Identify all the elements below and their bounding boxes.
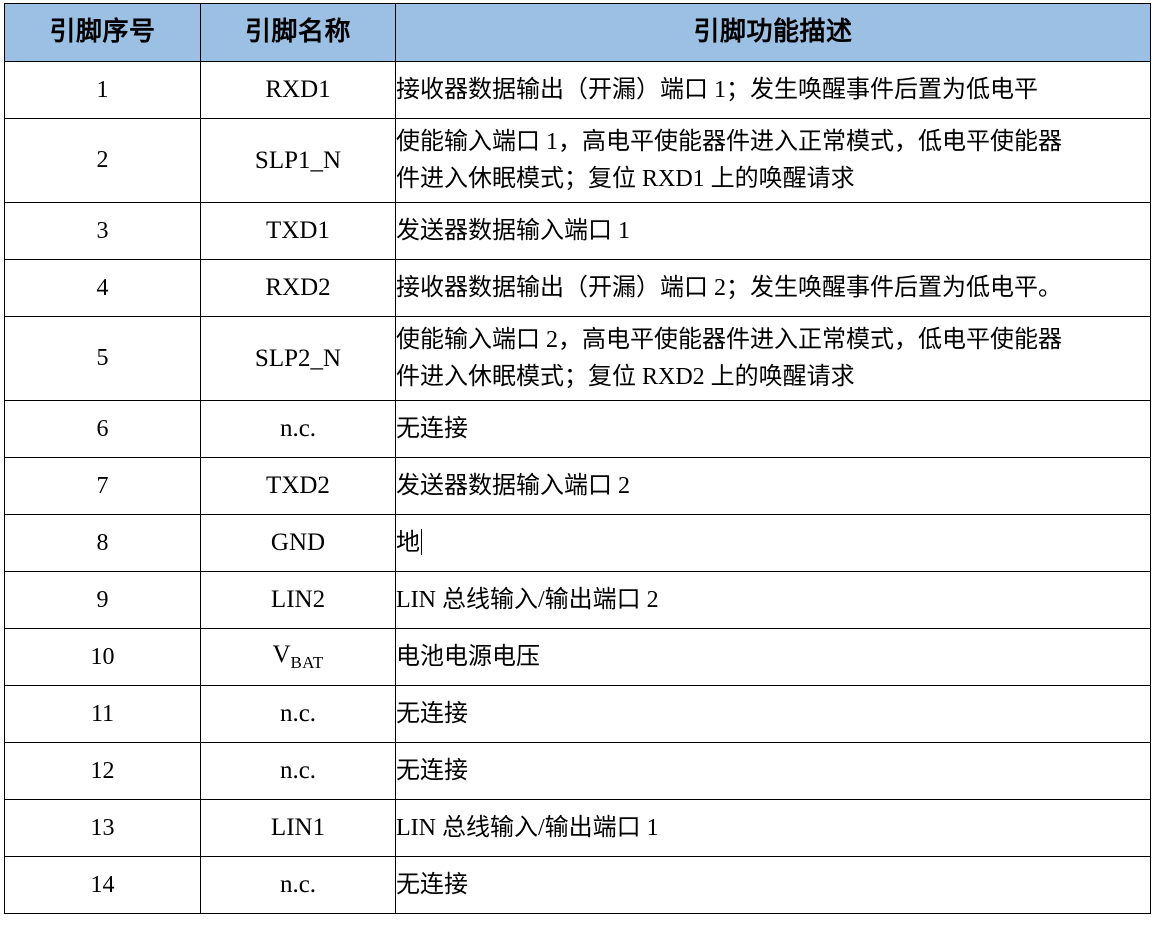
- cell-pin-number: 9: [4, 571, 201, 629]
- table-row: 5 SLP2_N 使能输入端口 2，高电平使能器件进入正常模式，低电平使能器 件进入休…: [4, 316, 1151, 401]
- cell-pin-function: 接收器数据输出（开漏）端口 2；发生唤醒事件后置为低电平。: [395, 259, 1151, 317]
- cell-pin-name: n.c.: [200, 685, 396, 743]
- table-row: 14 n.c. 无连接: [4, 856, 1151, 914]
- pin-name-subscript: BAT: [290, 653, 324, 673]
- description-line: 无连接: [396, 757, 468, 784]
- cell-pin-name: RXD2: [200, 259, 396, 317]
- cell-pin-number: 11: [4, 685, 201, 743]
- description-line: 接收器数据输出（开漏）端口 2；发生唤醒事件后置为低电平。: [396, 274, 1062, 301]
- cell-pin-function: 发送器数据输入端口 1: [395, 202, 1151, 260]
- table-row: 4 RXD2 接收器数据输出（开漏）端口 2；发生唤醒事件后置为低电平。: [4, 259, 1151, 317]
- cell-pin-number: 10: [4, 628, 201, 686]
- table-row: 8 GND 地: [4, 514, 1151, 572]
- description-line: LIN 总线输入/输出端口 2: [396, 586, 659, 613]
- cell-pin-name: VBAT: [200, 628, 396, 686]
- table-row: 10 VBAT 电池电源电压: [4, 628, 1151, 686]
- table-row: 9 LIN2 LIN 总线输入/输出端口 2: [4, 571, 1151, 629]
- cell-pin-name: TXD1: [200, 202, 396, 260]
- description-line: 接收器数据输出（开漏）端口 1；发生唤醒事件后置为低电平: [396, 76, 1038, 103]
- cell-pin-function: 发送器数据输入端口 2: [395, 457, 1151, 515]
- cell-pin-name: GND: [200, 514, 396, 572]
- description-line: 件进入休眠模式；复位 RXD1 上的唤醒请求: [396, 165, 855, 192]
- cell-pin-number: 7: [4, 457, 201, 515]
- cell-pin-name: SLP1_N: [200, 118, 396, 203]
- cell-pin-number: 1: [4, 61, 201, 119]
- description-line: 无连接: [396, 700, 468, 727]
- description-line: 发送器数据输入端口 2: [396, 472, 630, 499]
- description-line: LIN 总线输入/输出端口 1: [396, 814, 659, 841]
- table-row: 11 n.c. 无连接: [4, 685, 1151, 743]
- cell-pin-function: 地: [395, 514, 1151, 572]
- cell-pin-name: TXD2: [200, 457, 396, 515]
- cell-pin-number: 8: [4, 514, 201, 572]
- table-row: 7 TXD2 发送器数据输入端口 2: [4, 457, 1151, 515]
- cell-pin-name: LIN1: [200, 799, 396, 857]
- description-line: 电池电源电压: [396, 643, 540, 670]
- description-line: 地: [396, 529, 422, 556]
- cell-pin-number: 14: [4, 856, 201, 914]
- table-row: 13 LIN1 LIN 总线输入/输出端口 1: [4, 799, 1151, 857]
- pin-description-table: 引脚序号 引脚名称 引脚功能描述 1 RXD1 接收器数据输出（开漏）端口 1；发生…: [4, 3, 1151, 914]
- header-pin-name: 引脚名称: [200, 3, 396, 62]
- cell-pin-function: 电池电源电压: [395, 628, 1151, 686]
- cell-pin-number: 4: [4, 259, 201, 317]
- table-row: 2 SLP1_N 使能输入端口 1，高电平使能器件进入正常模式，低电平使能器 件进入休…: [4, 118, 1151, 203]
- cell-pin-number: 13: [4, 799, 201, 857]
- cell-pin-function: LIN 总线输入/输出端口 2: [395, 571, 1151, 629]
- cell-pin-function: 接收器数据输出（开漏）端口 1；发生唤醒事件后置为低电平: [395, 61, 1151, 119]
- cell-pin-number: 3: [4, 202, 201, 260]
- table-row: 1 RXD1 接收器数据输出（开漏）端口 1；发生唤醒事件后置为低电平: [4, 61, 1151, 119]
- header-pin-function: 引脚功能描述: [395, 3, 1151, 62]
- cell-pin-name: RXD1: [200, 61, 396, 119]
- table-header: 引脚序号 引脚名称 引脚功能描述: [4, 3, 1151, 62]
- cell-pin-number: 12: [4, 742, 201, 800]
- text-cursor-caret: [421, 529, 422, 555]
- description-line: 件进入休眠模式；复位 RXD2 上的唤醒请求: [396, 363, 855, 390]
- cell-pin-function: 无连接: [395, 400, 1151, 458]
- table-body: 1 RXD1 接收器数据输出（开漏）端口 1；发生唤醒事件后置为低电平 2 SLP1_N…: [4, 61, 1151, 914]
- cell-pin-name: n.c.: [200, 742, 396, 800]
- cell-pin-name: LIN2: [200, 571, 396, 629]
- cell-pin-function: 使能输入端口 1，高电平使能器件进入正常模式，低电平使能器 件进入休眠模式；复位 …: [395, 118, 1151, 203]
- description-line: 无连接: [396, 415, 468, 442]
- description-line: 无连接: [396, 871, 468, 898]
- cell-pin-name: SLP2_N: [200, 316, 396, 401]
- cell-pin-function: 无连接: [395, 856, 1151, 914]
- cell-pin-name: n.c.: [200, 856, 396, 914]
- table-row: 3 TXD1 发送器数据输入端口 1: [4, 202, 1151, 260]
- cell-pin-number: 6: [4, 400, 201, 458]
- cell-pin-name: n.c.: [200, 400, 396, 458]
- description-line: 发送器数据输入端口 1: [396, 217, 630, 244]
- table-row: 6 n.c. 无连接: [4, 400, 1151, 458]
- pin-name-base: V: [272, 641, 291, 669]
- header-row: 引脚序号 引脚名称 引脚功能描述: [4, 3, 1151, 62]
- cell-pin-number: 2: [4, 118, 201, 203]
- cell-pin-function: 使能输入端口 2，高电平使能器件进入正常模式，低电平使能器 件进入休眠模式；复位 …: [395, 316, 1151, 401]
- cell-pin-function: 无连接: [395, 685, 1151, 743]
- cell-pin-function: LIN 总线输入/输出端口 1: [395, 799, 1151, 857]
- table-row: 12 n.c. 无连接: [4, 742, 1151, 800]
- description-line: 使能输入端口 1，高电平使能器件进入正常模式，低电平使能器: [396, 129, 1062, 156]
- cell-pin-number: 5: [4, 316, 201, 401]
- cell-pin-function: 无连接: [395, 742, 1151, 800]
- header-pin-number: 引脚序号: [4, 3, 201, 62]
- description-line: 使能输入端口 2，高电平使能器件进入正常模式，低电平使能器: [396, 327, 1062, 354]
